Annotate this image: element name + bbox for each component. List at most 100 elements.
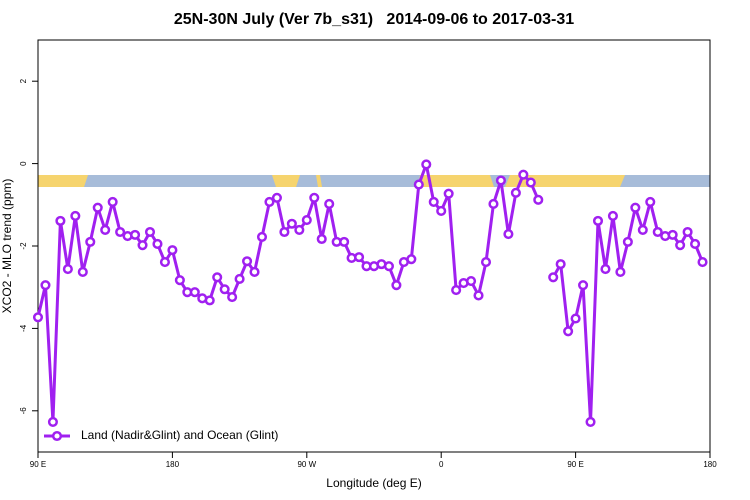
point bbox=[271, 192, 282, 203]
y-tick-label: 2 bbox=[19, 78, 28, 83]
point bbox=[525, 177, 536, 188]
point bbox=[47, 416, 58, 427]
point bbox=[473, 290, 484, 301]
point bbox=[316, 233, 327, 245]
point bbox=[212, 272, 223, 283]
point bbox=[436, 205, 447, 217]
land-band bbox=[316, 175, 322, 187]
point bbox=[615, 266, 626, 278]
point bbox=[62, 264, 73, 275]
land-band bbox=[38, 175, 88, 187]
point bbox=[167, 245, 178, 256]
point bbox=[309, 192, 320, 203]
point bbox=[159, 257, 170, 268]
point bbox=[115, 226, 126, 238]
point bbox=[510, 187, 521, 198]
point bbox=[354, 252, 365, 263]
legend-label: Land (Nadir&Glint) and Ocean (Glint) bbox=[81, 428, 278, 442]
point bbox=[637, 224, 648, 235]
point bbox=[555, 259, 566, 270]
point bbox=[32, 312, 44, 323]
point bbox=[592, 215, 604, 226]
point bbox=[286, 218, 297, 229]
y-axis-label: XCO2 - MLO trend (ppm) bbox=[0, 179, 14, 314]
point bbox=[443, 188, 454, 199]
point bbox=[92, 202, 103, 213]
point bbox=[622, 236, 633, 247]
legend-marker bbox=[51, 430, 63, 442]
point bbox=[391, 280, 402, 291]
point bbox=[518, 169, 529, 180]
point bbox=[607, 210, 618, 221]
point bbox=[570, 313, 581, 324]
point bbox=[383, 261, 394, 272]
point bbox=[630, 202, 641, 213]
point bbox=[421, 159, 432, 170]
point bbox=[242, 256, 253, 267]
point bbox=[301, 214, 312, 226]
point bbox=[264, 196, 275, 207]
point bbox=[652, 226, 663, 238]
x-tick-label: 0 bbox=[439, 460, 444, 469]
point bbox=[585, 416, 596, 427]
point bbox=[40, 280, 51, 291]
point bbox=[174, 275, 185, 286]
point bbox=[85, 236, 96, 247]
point bbox=[406, 254, 417, 265]
point bbox=[667, 229, 678, 240]
point bbox=[70, 210, 81, 221]
point bbox=[480, 257, 492, 268]
point bbox=[107, 196, 118, 207]
point bbox=[690, 238, 701, 249]
point bbox=[100, 224, 111, 235]
point bbox=[488, 198, 499, 210]
point bbox=[249, 266, 260, 278]
x-axis-label: Longitude (deg E) bbox=[326, 476, 421, 490]
y-tick-label: -4 bbox=[19, 324, 28, 332]
point bbox=[339, 236, 350, 247]
chart-title: 25N-30N July (Ver 7b_s31) 2014-09-06 to … bbox=[174, 11, 574, 28]
point bbox=[578, 280, 589, 291]
point bbox=[428, 196, 439, 207]
point bbox=[466, 275, 477, 287]
y-tick-label: -6 bbox=[19, 407, 28, 415]
x-tick-label: 90 E bbox=[567, 460, 583, 469]
x-tick-label: 180 bbox=[703, 460, 717, 469]
y-tick-label: -2 bbox=[19, 242, 28, 250]
point bbox=[256, 231, 268, 242]
point bbox=[563, 326, 574, 337]
point bbox=[548, 272, 559, 283]
point bbox=[189, 287, 200, 298]
point bbox=[451, 285, 462, 296]
point bbox=[137, 240, 148, 251]
point bbox=[219, 284, 230, 295]
x-tick-label: 90 E bbox=[30, 460, 46, 469]
y-tick-label: 0 bbox=[19, 161, 28, 166]
point bbox=[600, 264, 611, 275]
land-band bbox=[418, 175, 494, 187]
point bbox=[130, 229, 141, 240]
point bbox=[227, 292, 238, 303]
point bbox=[413, 179, 424, 190]
point bbox=[697, 257, 708, 268]
point bbox=[152, 238, 163, 249]
point bbox=[204, 295, 215, 306]
point bbox=[503, 229, 514, 240]
x-tick-label: 90 W bbox=[297, 460, 316, 469]
point bbox=[682, 226, 693, 238]
point bbox=[645, 196, 656, 207]
x-tick-label: 180 bbox=[166, 460, 180, 469]
point bbox=[144, 226, 156, 238]
point bbox=[279, 226, 290, 238]
point bbox=[324, 198, 335, 210]
point bbox=[294, 224, 305, 235]
land-band bbox=[272, 175, 300, 187]
point bbox=[495, 175, 506, 186]
point bbox=[55, 215, 66, 226]
point bbox=[234, 273, 245, 285]
point bbox=[675, 240, 686, 251]
point bbox=[533, 194, 544, 205]
point bbox=[77, 266, 88, 278]
